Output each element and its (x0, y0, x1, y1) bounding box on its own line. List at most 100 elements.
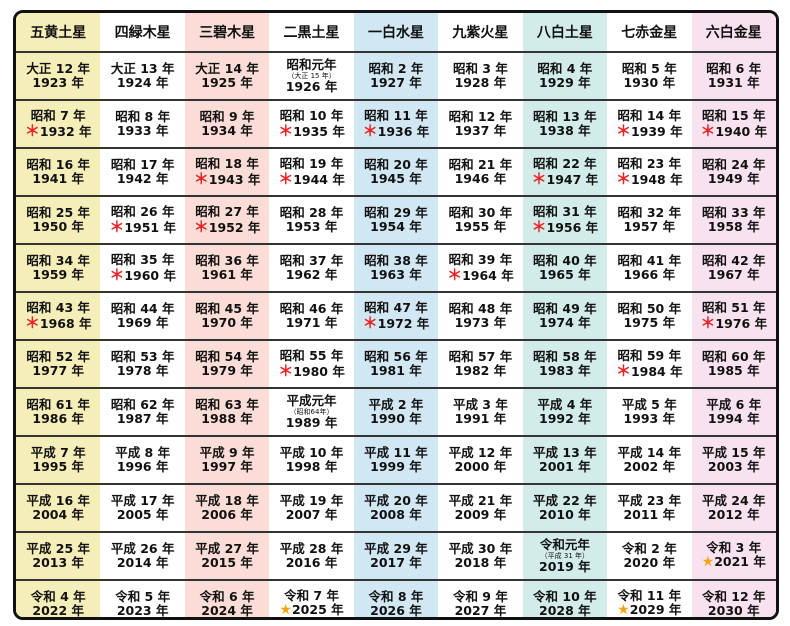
star-icon: ★ (701, 554, 715, 571)
era-year: 平成 25 年 (26, 541, 91, 557)
western-year: 2006 年 (185, 508, 269, 522)
asterisk-icon: ＊ (278, 121, 294, 140)
era-year: 昭和 40 年 (533, 253, 597, 269)
western-year: 2030 年 (692, 604, 777, 617)
year-cell: 昭和 41 年 1966 年 (607, 244, 692, 293)
western-year-text: 1958 年 (707, 219, 760, 234)
asterisk-icon: ＊ (531, 169, 547, 188)
era-year: 昭和 44 年 (110, 301, 175, 317)
western-year: 2028 年 (523, 604, 607, 617)
western-year-text: 2024 年 (201, 603, 253, 618)
year-cell: 昭和 43 年＊1968 年 (16, 292, 101, 341)
era-year: 昭和 63 年 (195, 397, 259, 413)
western-year-text: 1948 年 (630, 171, 683, 187)
year-cell: 昭和 13 年 1938 年 (522, 100, 608, 149)
year-cell: 平成 19 年 2007 年 (269, 484, 354, 533)
era-year: 昭和 62 年 (110, 397, 175, 413)
western-year-text: 1977 年 (32, 363, 85, 378)
year-cell: 昭和 21 年 1946 年 (438, 148, 523, 197)
western-year: 2004 年 (16, 508, 100, 522)
year-cell: 昭和 25 年 1950 年 (16, 196, 101, 245)
western-year: ＊1939 年 (607, 122, 691, 140)
year-cell: 昭和 46 年 1971 年 (269, 292, 354, 341)
year-cell: 平成 17 年 2005 年 (100, 484, 185, 533)
star-icon: ★ (617, 602, 630, 619)
era-year: 昭和元年 (286, 57, 337, 73)
era-year: 昭和 37 年 (279, 253, 344, 269)
era-year: 昭和 50 年 (617, 301, 682, 317)
year-cell: 平成 14 年 2002 年 (607, 436, 692, 485)
western-year: ＊1984 年 (607, 362, 691, 380)
era-year: 平成 29 年 (364, 541, 428, 557)
western-year: 1989 年 (269, 416, 353, 430)
era-year: 平成 21 年 (448, 493, 513, 509)
western-year: 2009 年 (438, 508, 522, 522)
western-year-text: 1945 年 (370, 171, 422, 186)
era-year: 平成 10 年 (279, 445, 344, 461)
western-year-text: 1960 年 (124, 267, 176, 283)
era-year: 令和 11 年 (617, 588, 682, 604)
column-header-star: 一白水星 (353, 13, 439, 53)
era-year: 昭和 57 年 (448, 349, 513, 365)
era-year: 昭和 8 年 (115, 109, 171, 125)
western-year-text: 1956 年 (546, 219, 599, 235)
western-year: 1982 年 (438, 364, 522, 378)
western-year-text: 2027 年 (454, 603, 507, 618)
column-header-star: 三碧木星 (184, 13, 270, 53)
era-year: 昭和 3 年 (452, 61, 508, 77)
western-year-text: 2017 年 (370, 555, 422, 570)
era-year: 令和 3 年 (706, 540, 762, 556)
year-cell: 昭和 10 年＊1935 年 (269, 100, 354, 149)
western-year-text: 1934 年 (201, 123, 253, 138)
era-year: 昭和 61 年 (26, 397, 91, 413)
year-cell: 昭和 54 年 1979 年 (184, 340, 270, 389)
western-year-text: 1966 年 (623, 267, 676, 282)
western-year: 1934 年 (185, 124, 269, 138)
western-year: 1988 年 (185, 412, 269, 426)
era-year: 平成 8 年 (115, 445, 171, 461)
western-year: 1923 年 (16, 76, 100, 90)
western-year-text: 1973 年 (454, 315, 507, 330)
table-row: 平成 7 年 1995 年平成 8 年 1996 年平成 9 年 1997 年平成 1… (16, 436, 776, 485)
era-year: 大正 14 年 (195, 61, 259, 77)
western-year: 1926 年 (269, 80, 353, 94)
era-year: 昭和 29 年 (364, 205, 428, 221)
year-cell: 昭和 26 年＊1951 年 (100, 196, 185, 245)
column-header-star: 二黒土星 (269, 13, 354, 53)
western-year-text: 1937 年 (454, 123, 507, 138)
era-year: 昭和 21 年 (448, 157, 513, 173)
era-year: 令和 2 年 (621, 541, 677, 557)
western-year-text: 1997 年 (201, 459, 253, 474)
year-cell: 昭和 52 年 1977 年 (16, 340, 101, 389)
year-cell: 昭和 55 年＊1980 年 (269, 340, 354, 389)
western-year: ＊1956 年 (523, 218, 607, 236)
western-year-text: 2005 年 (116, 507, 169, 522)
nine-star-year-table: 五黄土星 四緑木星 三碧木星 二黒土星 一白水星 九紫火星 八白土星 七赤金星 六白金星 大正 … (16, 13, 777, 619)
western-year-text: 2020 年 (623, 555, 676, 570)
western-year-text: 1962 年 (285, 267, 338, 282)
table-row: 平成 25 年 2013 年平成 26 年 2014 年平成 27 年 2015 年平… (16, 532, 776, 581)
western-year-text: 2022 年 (32, 603, 85, 618)
era-year: 平成 16 年 (26, 493, 91, 509)
era-year: 昭和 30 年 (448, 205, 513, 221)
year-cell: 昭和 6 年 1931 年 (691, 52, 776, 101)
western-year: 1998 年 (269, 460, 353, 474)
year-cell: 昭和 18 年＊1943 年 (184, 148, 270, 197)
western-year-text: 1946 年 (454, 171, 507, 186)
era-year: 昭和 6 年 (706, 61, 762, 77)
western-year: 1938 年 (523, 124, 607, 138)
western-year-text: 1961 年 (201, 267, 253, 282)
western-year-text: 1942 年 (116, 171, 169, 186)
western-year: 2001 年 (523, 460, 607, 474)
western-year: ＊1968 年 (16, 314, 100, 332)
year-cell: 昭和 44 年 1969 年 (100, 292, 185, 341)
year-cell: 大正 12 年 1923 年 (16, 52, 101, 101)
western-year-text: 1940 年 (715, 123, 768, 139)
year-cell: 昭和 58 年 1983 年 (522, 340, 608, 389)
era-year: 平成 11 年 (364, 445, 428, 461)
year-cell: 昭和 32 年 1957 年 (607, 196, 692, 245)
era-year: 昭和 59 年 (617, 347, 682, 363)
western-year: 1969 年 (100, 316, 184, 330)
western-year-text: 1986 年 (32, 411, 85, 426)
year-cell: 昭和 45 年 1970 年 (184, 292, 270, 341)
